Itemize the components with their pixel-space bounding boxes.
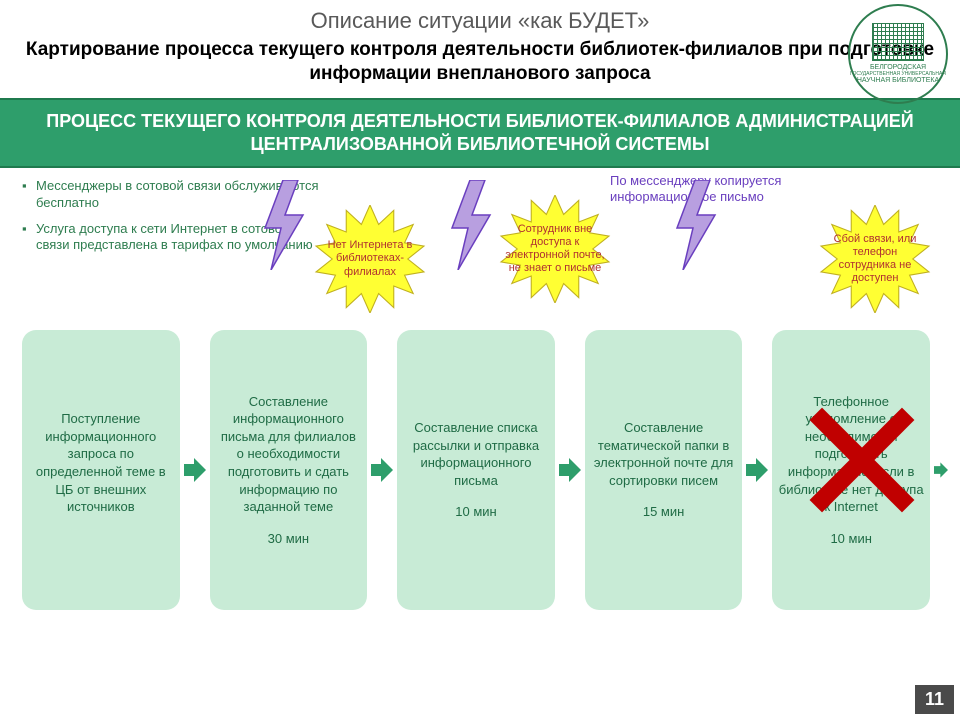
burst-text: Сбой связи, или телефон сотрудника не до… [810, 233, 940, 286]
step-text: Телефонное уведомление о необходимости п… [778, 393, 924, 516]
callout-messenger: По мессенджеру копируется информационное… [610, 173, 870, 206]
step-text: Составление информационного письма для ф… [216, 393, 362, 516]
step-text: Поступление информационного запроса по о… [28, 410, 174, 515]
slide-subtitle: Картирование процесса текущего контроля … [20, 38, 940, 86]
arrow-icon [184, 458, 206, 482]
problem-burst: Нет Интернета в библиотеках-филиалах [305, 205, 435, 313]
arrow-icon [746, 458, 768, 482]
library-logo: БЕЛГОРОДСКАЯ ГОСУДАРСТВЕННАЯ УНИВЕРСАЛЬН… [848, 4, 948, 104]
step-text: Составление тематической папки в электро… [591, 419, 737, 489]
problem-burst: Сотрудник вне доступа к электронной почт… [490, 195, 620, 303]
lightning-icon [675, 180, 725, 270]
arrow-icon [559, 458, 581, 482]
flow-step: Составление информационного письма для ф… [210, 330, 368, 610]
step-time: 10 мин [830, 530, 871, 548]
problem-burst: Сбой связи, или телефон сотрудника не до… [810, 205, 940, 313]
step-time: 30 мин [268, 530, 309, 548]
flow-step: Составление списка рассылки и отправка и… [397, 330, 555, 610]
flow-step: Поступление информационного запроса по о… [22, 330, 180, 610]
step-time: 15 мин [643, 503, 684, 521]
burst-text: Нет Интернета в библиотеках-филиалах [305, 239, 435, 279]
burst-text: Сотрудник вне доступа к электронной почт… [490, 223, 620, 276]
slide-title: Описание ситуации «как БУДЕТ» [20, 8, 940, 34]
logo-building-icon [872, 23, 924, 61]
arrow-icon [371, 458, 393, 482]
flow-step: Составление тематической папки в электро… [585, 330, 743, 610]
step-time: 10 мин [455, 503, 496, 521]
step-text: Составление списка рассылки и отправка и… [403, 419, 549, 489]
logo-text-3: НАУЧНАЯ БИБЛИОТЕКА [857, 77, 939, 85]
page-number: 11 [915, 685, 954, 714]
arrow-icon [934, 458, 948, 482]
process-banner: ПРОЦЕСС ТЕКУЩЕГО КОНТРОЛЯ ДЕЯТЕЛЬНОСТИ Б… [0, 98, 960, 169]
flow-step: Телефонное уведомление о необходимости п… [772, 330, 930, 610]
process-flow: Поступление информационного запроса по о… [18, 325, 948, 615]
